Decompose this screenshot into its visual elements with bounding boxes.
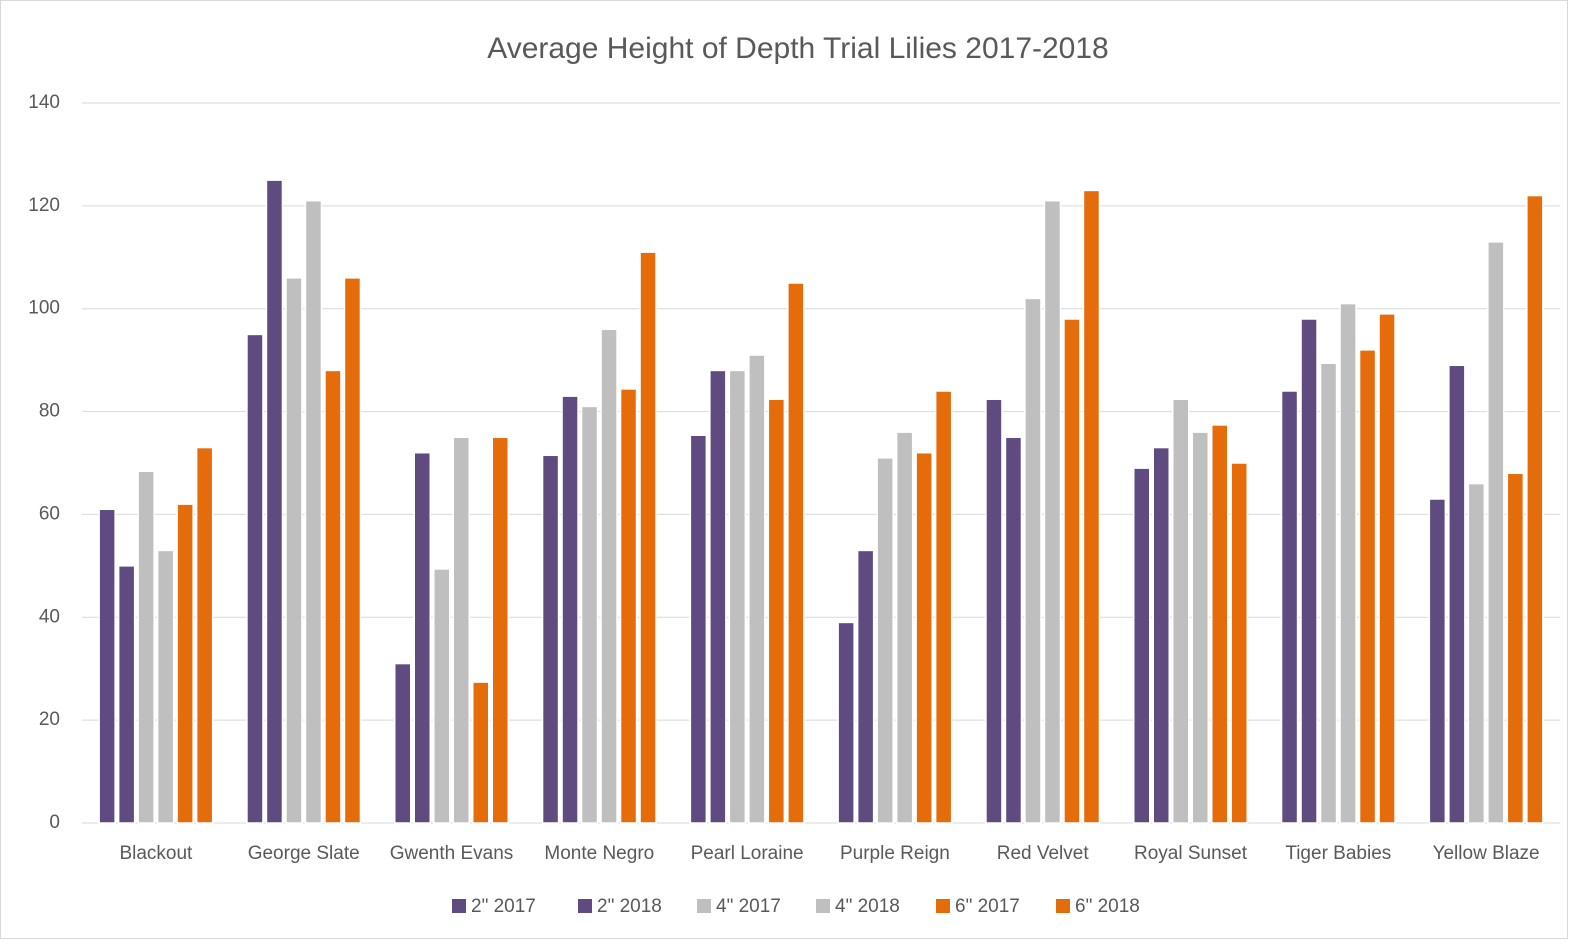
x-tick-label: Purple Reign xyxy=(840,843,950,864)
bar xyxy=(985,398,1003,824)
x-tick-label: Yellow Blaze xyxy=(1433,843,1540,864)
bar xyxy=(1211,424,1229,824)
bar xyxy=(1526,194,1544,824)
legend-label: 2" 2017 xyxy=(471,896,536,917)
bar xyxy=(1378,313,1396,824)
bar xyxy=(433,568,451,824)
x-tick-label: Pearl Loraine xyxy=(691,843,804,864)
bar xyxy=(324,369,342,824)
bar xyxy=(600,328,618,824)
bar xyxy=(934,390,953,824)
bar xyxy=(195,446,214,824)
bar xyxy=(265,179,284,824)
bar xyxy=(915,451,933,824)
bar xyxy=(1428,498,1447,824)
bar xyxy=(689,434,708,824)
bar xyxy=(787,282,805,824)
bar xyxy=(304,199,323,824)
bar xyxy=(876,457,894,824)
bar xyxy=(1280,390,1299,824)
bar xyxy=(748,354,766,824)
bar xyxy=(580,405,599,824)
bar xyxy=(767,398,786,824)
bar xyxy=(1082,189,1101,824)
x-tick-label: Monte Negro xyxy=(544,843,654,864)
y-tick-label: 80 xyxy=(39,401,60,422)
bar xyxy=(117,565,136,824)
bar xyxy=(343,277,362,824)
bar xyxy=(1230,462,1248,824)
legend-swatch xyxy=(452,899,466,913)
bar xyxy=(1506,472,1525,824)
legend-label: 4" 2017 xyxy=(716,896,781,917)
y-tick-label: 40 xyxy=(39,606,60,627)
x-tick-label: Gwenth Evans xyxy=(390,843,514,864)
x-tick-label: Royal Sunset xyxy=(1134,843,1248,864)
legend-swatch xyxy=(578,899,592,913)
bar xyxy=(246,333,264,824)
bar xyxy=(491,436,509,824)
bar xyxy=(561,395,579,824)
legend-swatch xyxy=(936,899,950,913)
y-tick-label: 120 xyxy=(28,195,60,216)
y-tick-label: 0 xyxy=(49,812,60,833)
bar xyxy=(394,662,412,824)
bar xyxy=(137,470,155,824)
bar xyxy=(98,508,116,824)
bar xyxy=(1133,467,1151,824)
y-tick-label: 20 xyxy=(39,709,60,730)
bar xyxy=(156,549,175,824)
bar xyxy=(176,503,194,824)
bar xyxy=(1358,349,1377,824)
legend-label: 6" 2018 xyxy=(1075,896,1140,917)
bar xyxy=(1467,482,1486,824)
legend-label: 6" 2017 xyxy=(955,896,1020,917)
x-tick-label: Red Velvet xyxy=(997,843,1090,864)
bar xyxy=(413,451,431,824)
bar xyxy=(1043,199,1062,824)
bar xyxy=(541,454,560,824)
y-tick-label: 100 xyxy=(28,298,60,319)
bar xyxy=(709,369,727,824)
legend-label: 4" 2018 xyxy=(835,896,900,917)
bar xyxy=(1319,362,1338,824)
bar xyxy=(1448,364,1466,824)
bar xyxy=(639,251,657,824)
legend-swatch xyxy=(816,899,830,913)
x-tick-label: Blackout xyxy=(119,843,193,864)
bar xyxy=(1300,318,1318,824)
bar xyxy=(1172,398,1190,824)
bar xyxy=(619,388,638,824)
bar xyxy=(895,431,914,824)
bar xyxy=(1191,431,1209,824)
bar xyxy=(1152,446,1170,824)
y-tick-label: 140 xyxy=(28,92,60,113)
bar xyxy=(856,549,875,824)
bar xyxy=(728,369,747,824)
chart-title: Average Height of Depth Trial Lilies 201… xyxy=(487,32,1109,65)
x-tick-label: George Slate xyxy=(248,843,360,864)
bar xyxy=(1339,302,1357,824)
y-tick-label: 60 xyxy=(39,503,60,524)
x-tick-label: Tiger Babies xyxy=(1285,843,1391,864)
bar xyxy=(452,436,470,824)
legend-swatch xyxy=(1056,899,1070,913)
legend-swatch xyxy=(697,899,711,913)
legend-label: 2" 2018 xyxy=(597,896,662,917)
bar xyxy=(472,681,490,824)
bar xyxy=(285,277,303,824)
bar xyxy=(1487,241,1505,824)
bar xyxy=(1063,318,1081,824)
bar xyxy=(1024,297,1042,824)
bar xyxy=(1004,436,1023,824)
bar xyxy=(837,621,855,824)
